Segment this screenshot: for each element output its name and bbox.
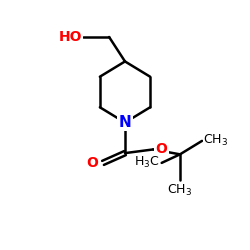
Text: O: O xyxy=(87,156,99,170)
Text: CH$_3$: CH$_3$ xyxy=(168,183,192,198)
Text: N: N xyxy=(119,115,132,130)
Text: O: O xyxy=(156,142,168,156)
Text: HO: HO xyxy=(59,30,82,44)
Text: CH$_3$: CH$_3$ xyxy=(203,133,228,148)
Text: H$_3$C: H$_3$C xyxy=(134,155,160,170)
